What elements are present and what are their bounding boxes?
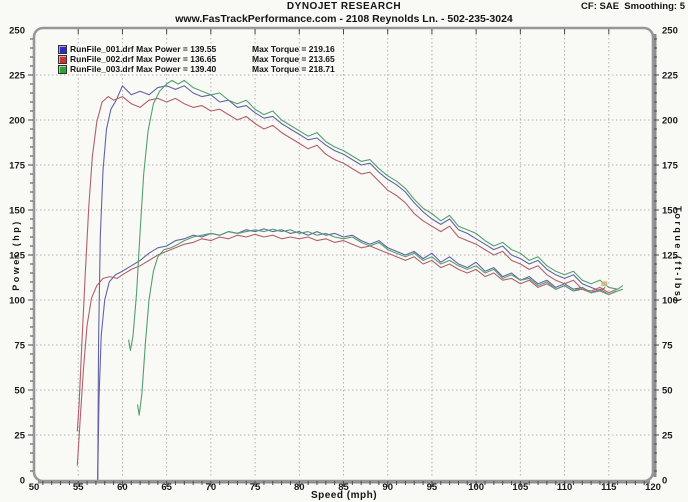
right-tick-label: 50 [662,386,673,397]
right-tick-label: 25 [662,431,673,442]
cursor-marker [601,281,608,287]
x-tick-label: 70 [206,482,217,493]
x-tick-label: 110 [557,482,572,493]
left-tick-label: 225 [9,71,26,82]
legend-row-run1: RunFile_001.drf Max Power = 139.55 Max T… [58,44,335,54]
run1-torque-label: Max Torque = 219.16 [252,44,335,54]
curve-runfile_003-torque [128,79,624,351]
left-tick-label: 25 [14,431,25,442]
right-axis-title: Torque (ft-lbs) [673,206,683,304]
left-tick-label: 150 [9,206,25,217]
right-tick-label: 175 [662,161,679,172]
left-tick-label: 0 [20,476,25,487]
run3-power-label: RunFile_003.drf Max Power = 139.40 [70,64,217,74]
curve-runfile_003-power [136,228,624,416]
run1-color-swatch-icon [58,44,67,54]
page-title: DYNOJET RESEARCH [286,1,402,12]
left-tick-label: 100 [9,296,25,307]
right-tick-label: 125 [662,251,679,262]
x-tick-label: 85 [338,482,349,493]
run-legend: RunFile_001.drf Max Power = 139.55 Max T… [58,44,335,74]
left-tick-label: 125 [9,251,26,262]
left-tick-label: 250 [9,26,25,37]
left-tick-label: 50 [14,386,25,397]
legend-row-run3: RunFile_003.drf Max Power = 139.40 Max T… [58,64,335,74]
run3-torque-label: Max Torque = 218.71 [252,64,335,74]
left-axis-title: Power (hp) [11,219,21,291]
x-tick-label: 120 [645,482,661,493]
run1-power-label: RunFile_001.drf Max Power = 139.55 [70,44,217,54]
right-tick-label: 0 [662,476,667,487]
left-tick-label: 175 [9,161,26,172]
x-tick-label: 100 [468,482,484,493]
x-tick-label: 75 [250,482,261,493]
right-tick-label: 150 [662,206,678,217]
x-tick-label: 115 [601,482,617,493]
shop-address: www.FasTrackPerformance.com - 2108 Reyno… [175,13,513,25]
run2-torque-label: Max Torque = 213.65 [252,54,335,64]
x-tick-label: 90 [382,482,393,493]
x-tick-label: 105 [512,482,529,493]
x-tick-label: 50 [29,482,40,493]
x-tick-label: 95 [427,482,438,493]
curve-runfile_002-torque [76,96,617,432]
right-tick-label: 200 [662,116,678,127]
legend-row-run2: RunFile_002.drf Max Power = 136.65 Max T… [58,54,335,64]
x-tick-label: 60 [117,482,128,493]
curve-runfile_001-torque [97,85,606,481]
curve-runfile_002-power [76,233,617,466]
left-tick-label: 200 [9,116,25,127]
x-axis-title: Speed (mph) [310,490,378,501]
right-tick-label: 225 [662,71,679,82]
correction-smoothing-label: CF: SAE Smoothing: 5 [581,1,685,12]
right-tick-label: 75 [662,341,673,352]
run2-power-label: RunFile_002.drf Max Power = 136.65 [70,54,217,64]
x-tick-label: 65 [161,482,172,493]
x-tick-label: 55 [73,482,84,493]
right-tick-label: 250 [662,26,678,37]
x-tick-label: 80 [294,482,305,493]
right-tick-label: 100 [662,296,678,307]
run3-color-swatch-icon [58,64,67,74]
run2-color-swatch-icon [58,54,67,64]
curve-runfile_001-power [97,228,595,481]
left-tick-label: 75 [14,341,25,352]
